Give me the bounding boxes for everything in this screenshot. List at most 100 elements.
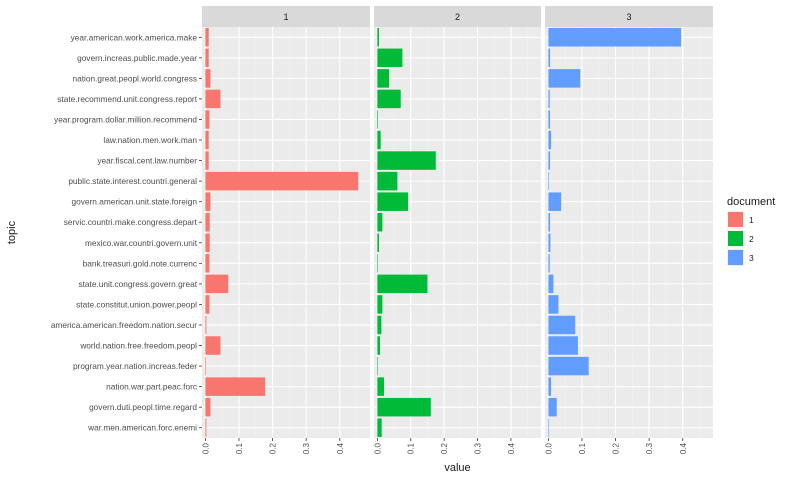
bar-doc2-govern.american.unit.state.foreign [377, 192, 409, 211]
bar-doc1-bank.treasuri.gold.note.currenc [205, 254, 210, 273]
y-tick-label: nation.war.part.peac.forc [106, 382, 197, 392]
y-tick-label: year.american.work.america.make [71, 32, 198, 42]
facet-strip-2 [374, 6, 541, 27]
facet-strip-label-2: 2 [455, 12, 460, 22]
bar-doc1-servic.countri.make.congress.depart [205, 212, 210, 232]
bar-doc1-state.recommend.unit.congress.report [205, 89, 221, 109]
y-tick-label: mexico.war.countri.govern.unit [85, 238, 198, 248]
y-tick-label: state.unit.congress.govern.great [78, 279, 197, 289]
bar-doc3-state.unit.congress.govern.great [548, 274, 554, 294]
y-tick-label: year.program.dollar.million.recommend [54, 114, 197, 124]
facet-strip-label-3: 3 [626, 12, 631, 22]
x-tick-label: 0.3 [302, 442, 311, 454]
bar-doc2-mexico.war.countri.govern.unit [377, 233, 380, 253]
bar-doc3-nation.great.peopl.world.congress [548, 69, 581, 88]
bar-doc2-law.nation.men.work.man [377, 130, 381, 150]
x-tick-label: 0.0 [201, 442, 210, 454]
bar-doc1-nation.great.peopl.world.congress [205, 69, 211, 88]
bar-doc2-state.recommend.unit.congress.report [377, 89, 401, 109]
x-tick-label: 0.4 [336, 442, 345, 454]
bar-doc3-govern.increas.public.made.year [548, 48, 551, 68]
bar-doc2-america.american.freedom.nation.secur [377, 315, 382, 335]
bar-doc2-year.fiscal.cent.law.number [377, 151, 436, 170]
bar-doc1-govern.american.unit.state.foreign [205, 192, 211, 211]
legend-swatch-3 [728, 250, 743, 265]
panel-background-2 [374, 27, 541, 438]
bar-doc2-govern.increas.public.made.year [377, 48, 403, 68]
y-tick-label: war.men.american.forc.enemi [87, 423, 197, 433]
bar-doc3-program.year.nation.increas.feder [548, 356, 589, 376]
bar-doc2-state.unit.congress.govern.great [377, 274, 428, 294]
bar-doc2-bank.treasuri.gold.note.currenc [377, 254, 378, 273]
bar-doc1-state.constitut.union.power.peopl [205, 295, 210, 314]
bar-doc1-public.state.interest.countri.general [205, 171, 359, 191]
bar-doc2-nation.war.part.peac.forc [377, 377, 385, 396]
bar-doc1-world.nation.free.freedom.peopl [205, 336, 221, 355]
x-tick-label: 0.1 [578, 442, 587, 454]
x-tick-label: 0.4 [679, 442, 688, 454]
y-tick-label: program.year.nation.increas.feder [73, 361, 197, 371]
bar-doc2-state.constitut.union.power.peopl [377, 295, 383, 314]
x-axis-title: value [444, 462, 470, 474]
legend-label-2: 2 [749, 234, 754, 244]
bar-doc1-mexico.war.countri.govern.unit [205, 233, 210, 253]
y-tick-label: state.recommend.unit.congress.report [57, 94, 197, 104]
bar-doc1-year.american.work.america.make [205, 28, 209, 47]
bar-doc2-govern.duti.peopl.time.regard [377, 397, 431, 417]
x-tick-label: 0.4 [507, 442, 516, 454]
facet-strip-label-1: 1 [283, 12, 288, 22]
legend-swatch-1 [728, 212, 743, 227]
bar-doc3-state.recommend.unit.congress.report [548, 89, 550, 109]
y-tick-label: govern.american.unit.state.foreign [72, 197, 198, 207]
x-tick-label: 0.0 [544, 442, 553, 454]
y-tick-label: year.fiscal.cent.law.number [97, 156, 197, 166]
y-tick-label: state.constitut.union.power.peopl [76, 299, 197, 309]
bar-doc3-law.nation.men.work.man [548, 130, 552, 150]
legend-label-1: 1 [749, 215, 754, 225]
bar-doc1-year.program.dollar.million.recommend [205, 110, 210, 129]
bar-doc1-war.men.american.forc.enemi [205, 418, 207, 437]
facet-strip-1 [202, 6, 370, 27]
bar-doc3-year.fiscal.cent.law.number [548, 151, 551, 170]
bar-doc3-govern.duti.peopl.time.regard [548, 397, 557, 417]
y-tick-label: law.nation.men.work.man [103, 135, 197, 145]
x-tick-label: 0.3 [645, 442, 654, 454]
y-axis-title: topic [6, 220, 18, 244]
bar-doc1-law.nation.men.work.man [205, 130, 209, 150]
x-tick-label: 0.1 [235, 442, 244, 454]
bar-doc1-state.unit.congress.govern.great [205, 274, 229, 294]
bar-doc1-govern.increas.public.made.year [205, 48, 209, 68]
bar-doc3-war.men.american.forc.enemi [548, 418, 550, 437]
legend-title: document [727, 196, 775, 208]
y-tick-label: govern.increas.public.made.year [77, 53, 197, 63]
bar-doc3-year.program.dollar.million.recommend [548, 110, 551, 129]
bar-doc1-govern.duti.peopl.time.regard [205, 397, 211, 417]
x-tick-label: 0.2 [440, 442, 449, 454]
x-tick-label: 0.2 [269, 442, 278, 454]
bar-doc1-nation.war.part.peac.forc [205, 377, 266, 396]
y-tick-label: servic.countri.make.congress.depart [64, 217, 198, 227]
x-tick-label: 0.0 [373, 442, 382, 454]
x-tick-label: 0.1 [407, 442, 416, 454]
bar-doc2-servic.countri.make.congress.depart [377, 212, 383, 232]
bar-doc3-nation.war.part.peac.forc [548, 377, 552, 396]
bar-doc3-servic.countri.make.congress.depart [548, 212, 551, 232]
bar-doc1-year.fiscal.cent.law.number [205, 151, 209, 170]
bar-doc2-year.program.dollar.million.recommend [377, 110, 379, 129]
y-tick-label: america.american.freedom.nation.secur [51, 320, 197, 330]
panel-background-3 [545, 27, 713, 438]
bar-doc2-public.state.interest.countri.general [377, 171, 398, 191]
y-tick-label: world.nation.free.freedom.peopl [79, 341, 197, 351]
bar-doc3-world.nation.free.freedom.peopl [548, 336, 578, 355]
bar-doc3-mexico.war.countri.govern.unit [548, 233, 551, 253]
panel-background-1 [202, 27, 370, 438]
bar-doc3-state.constitut.union.power.peopl [548, 295, 559, 314]
legend-label-3: 3 [749, 253, 754, 263]
bar-doc1-program.year.nation.increas.feder [205, 356, 207, 376]
x-tick-label: 0.2 [612, 442, 621, 454]
bar-doc2-program.year.nation.increas.feder [377, 356, 378, 376]
bar-doc2-war.men.american.forc.enemi [377, 418, 382, 437]
y-tick-label: bank.treasuri.gold.note.currenc [83, 258, 197, 268]
bar-doc1-america.american.freedom.nation.secur [205, 315, 207, 335]
